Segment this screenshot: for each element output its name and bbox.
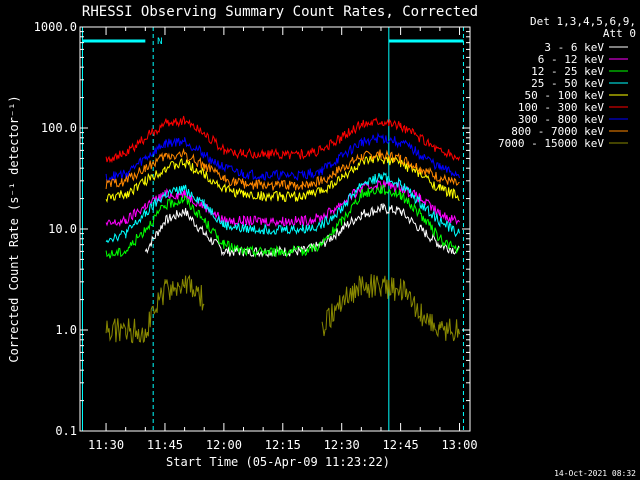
series-line-5 xyxy=(105,115,460,164)
x-axis: 11:30 11:45 12:00 12:15 12:30 12:45 13:00 xyxy=(88,27,478,452)
series-line-8 xyxy=(105,274,460,344)
series-3 xyxy=(105,171,460,244)
legend-label-8: 7000 - 15000 keV xyxy=(498,137,604,150)
x-axis-label: Start Time (05-Apr-09 11:23:22) xyxy=(166,455,390,469)
series-line-3 xyxy=(105,171,460,244)
y-tick-label: 1000.0 xyxy=(34,20,77,34)
series-line-2 xyxy=(105,184,460,259)
y-axis-label: Corrected Count Rate (s⁻¹ detector⁻¹) xyxy=(7,95,21,362)
series-line-4 xyxy=(105,153,460,203)
x-tick-label: 12:30 xyxy=(324,438,360,452)
y-tick-label: 0.1 xyxy=(55,424,77,438)
legend-label-6: 300 - 800 keV xyxy=(518,113,604,126)
series-2 xyxy=(105,184,460,259)
series-layer xyxy=(105,115,460,344)
footer-timestamp: 14-Oct-2021 08:32 xyxy=(554,469,636,478)
series-8 xyxy=(105,274,460,344)
legend-header-line: Det 1,3,4,5,6,9, xyxy=(530,15,636,28)
legend-label-3: 25 - 50 keV xyxy=(531,77,604,90)
series-line-7 xyxy=(105,147,460,191)
y-tick-label: 10.0 xyxy=(48,222,77,236)
x-tick-label: 11:45 xyxy=(147,438,183,452)
series-line-6 xyxy=(105,132,460,184)
x-tick-label: 12:15 xyxy=(265,438,301,452)
series-4 xyxy=(105,153,460,203)
y-tick-label: 100.0 xyxy=(41,121,77,135)
legend-label-5: 100 - 300 keV xyxy=(518,101,604,114)
legend-label-1: 6 - 12 keV xyxy=(538,53,605,66)
series-line-1 xyxy=(105,179,460,228)
x-tick-label: 12:45 xyxy=(383,438,419,452)
series-1 xyxy=(105,179,460,228)
y-axis: 0.1 1.0 10.0 100.0 1000.0 xyxy=(34,20,470,438)
night-marker-label: N xyxy=(157,37,162,47)
y-tick-label: 1.0 xyxy=(55,323,77,337)
legend-label-7: 800 - 7000 keV xyxy=(511,125,604,138)
series-5 xyxy=(105,115,460,164)
series-7 xyxy=(105,147,460,191)
legend-label-2: 12 - 25 keV xyxy=(531,65,604,78)
x-tick-label: 12:00 xyxy=(206,438,242,452)
series-6 xyxy=(105,132,460,184)
x-tick-label: 13:00 xyxy=(441,438,477,452)
chart-title: RHESSI Observing Summary Count Rates, Co… xyxy=(82,4,478,20)
x-tick-label: 11:30 xyxy=(88,438,124,452)
legend-label-4: 50 - 100 keV xyxy=(525,89,605,102)
legend-header-line: Att 0 xyxy=(603,27,636,40)
legend-label-0: 3 - 6 keV xyxy=(544,41,604,54)
